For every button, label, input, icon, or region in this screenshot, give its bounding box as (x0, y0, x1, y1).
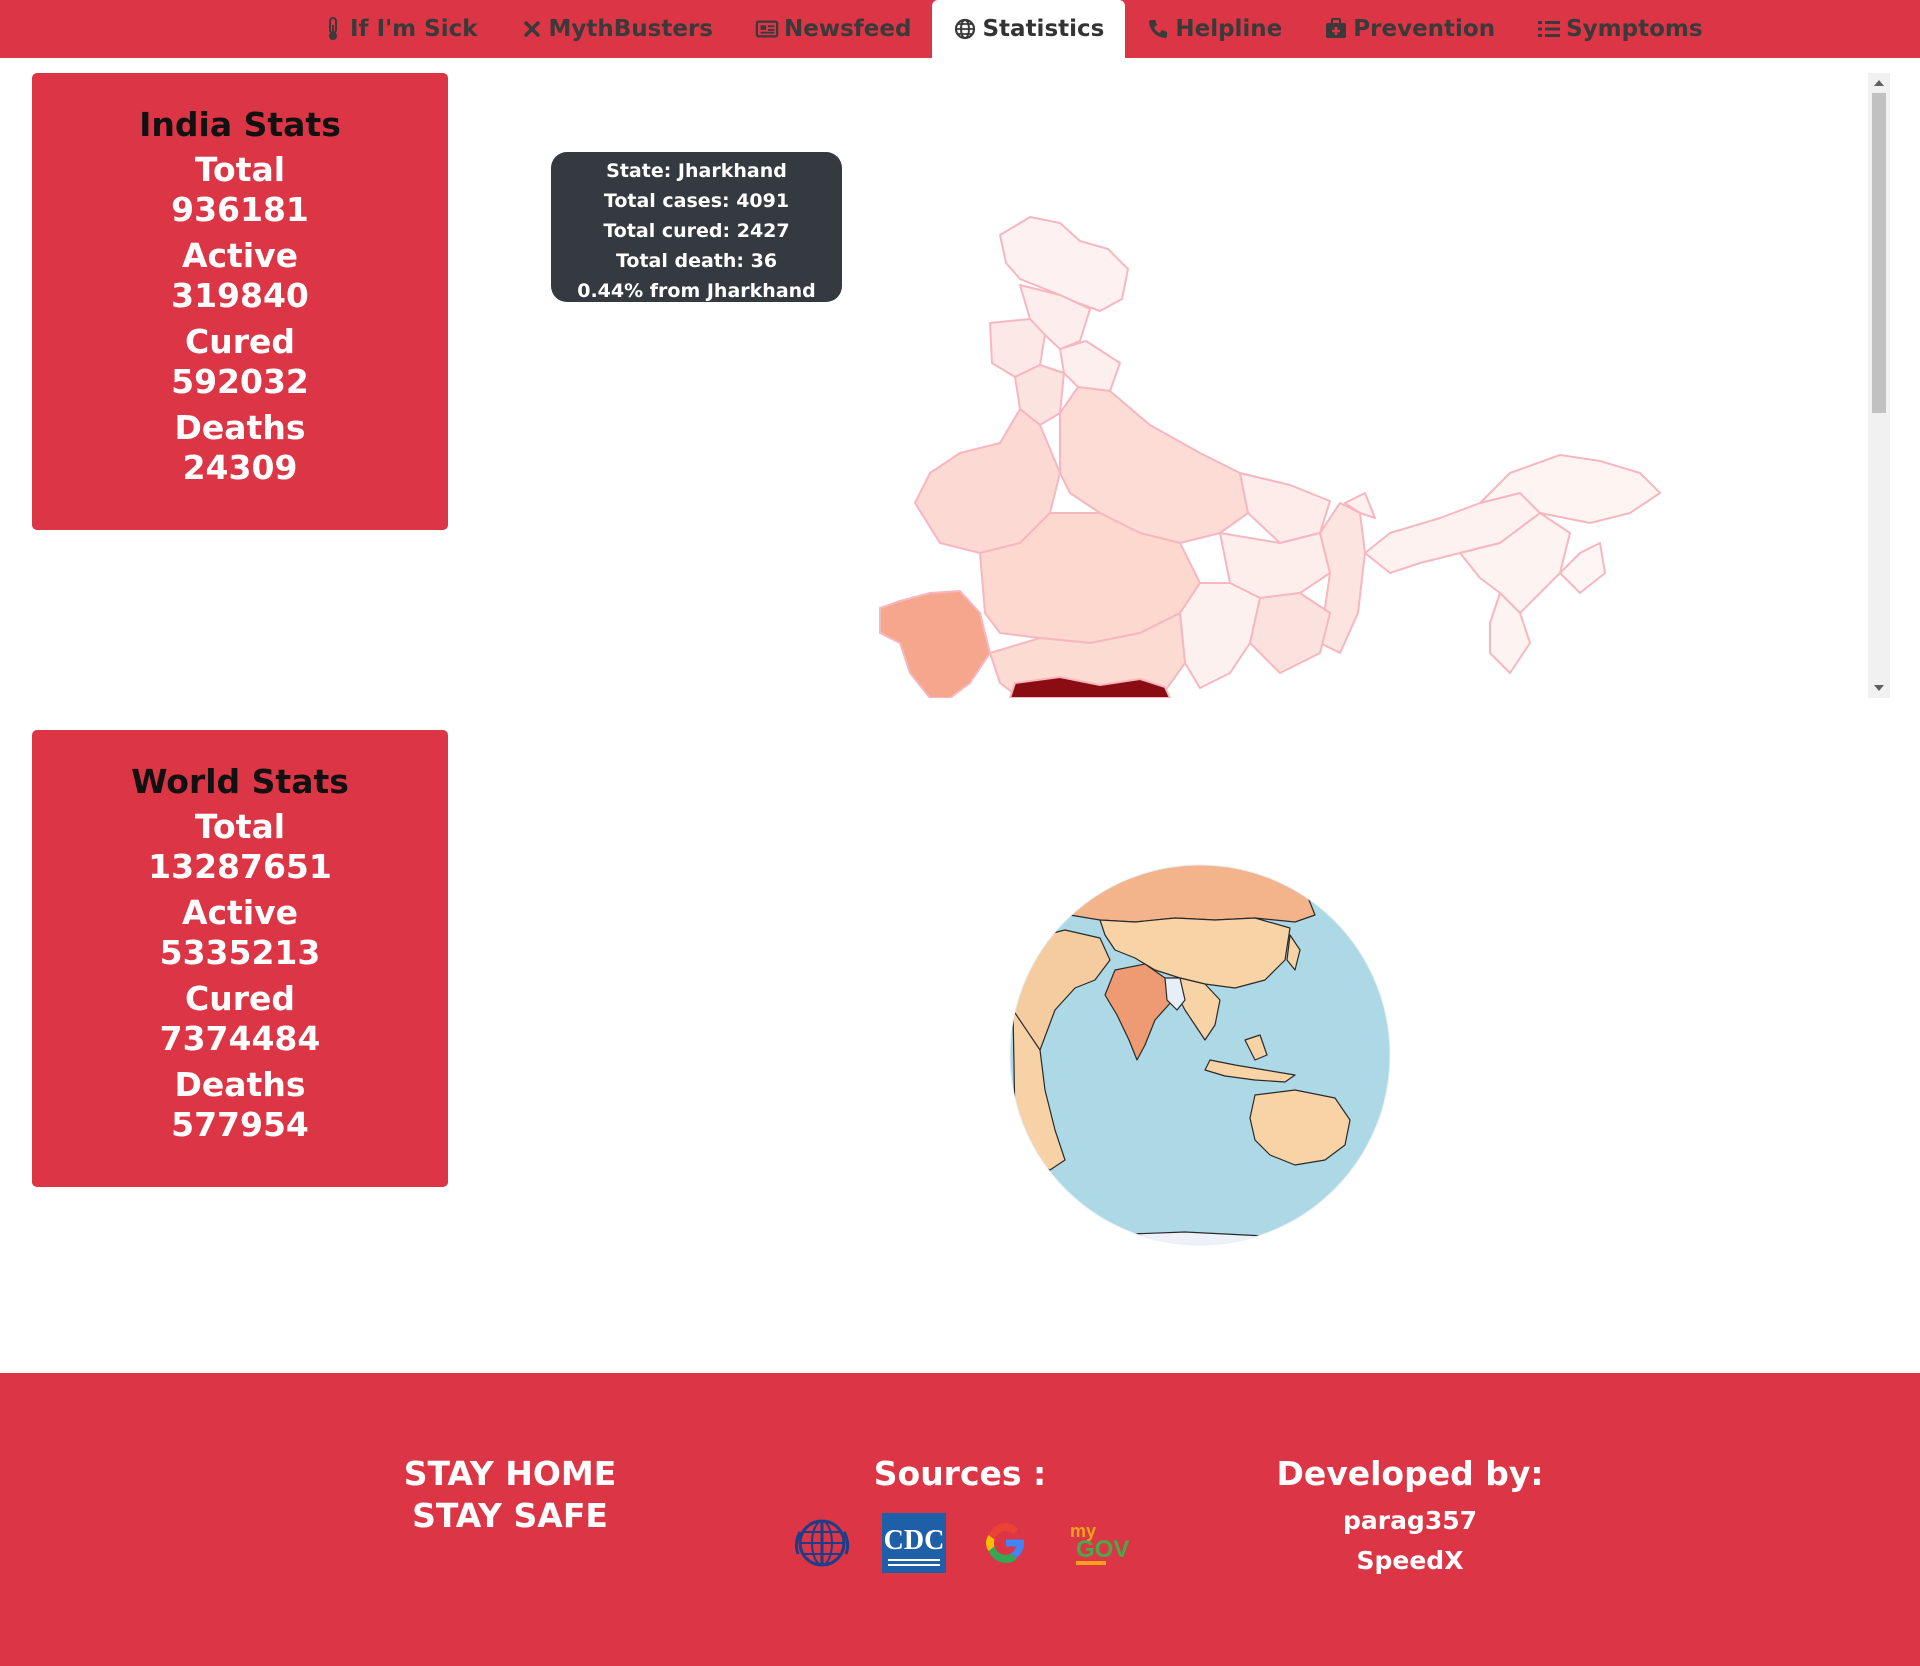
tab-newsfeed[interactable]: Newsfeed (734, 0, 932, 58)
tab-label: Newsfeed (784, 16, 912, 42)
tab-label: Statistics (982, 16, 1105, 42)
map-region[interactable] (1479, 454, 1661, 524)
tab-mythbusters[interactable]: MythBusters (499, 0, 734, 58)
footer: STAY HOME STAY SAFE Sources : CDC my GOV … (0, 1373, 1920, 1666)
world-stats-title: World Stats (131, 762, 349, 801)
cdc-logo-text: CDC (884, 1525, 945, 1556)
india-total-value: 936181 (171, 190, 309, 229)
tab-symptoms[interactable]: Symptoms (1516, 0, 1723, 58)
map-region-maharashtra[interactable] (1009, 676, 1171, 698)
world-total-label: Total (194, 807, 286, 846)
map-region[interactable] (1059, 340, 1121, 392)
india-map-panel[interactable]: State: Jharkhand Total cases: 4091 Total… (460, 73, 1890, 698)
sources-title: Sources : (873, 1454, 1047, 1493)
india-choropleth-map[interactable] (460, 73, 1890, 698)
scroll-down-arrow[interactable] (1874, 685, 1884, 691)
tooltip-death: Total death: 36 (615, 250, 778, 272)
google-logo[interactable] (974, 1511, 1038, 1575)
map-region[interactable] (914, 408, 1061, 554)
tooltip-cured: Total cured: 2427 (603, 220, 790, 242)
top-navbar: If I'm Sick MythBusters Newsfeed Statist… (0, 0, 1920, 58)
globe-region[interactable] (1204, 1059, 1296, 1083)
tab-if-im-sick[interactable]: If I'm Sick (300, 0, 499, 58)
globe-region[interactable] (1064, 864, 1316, 923)
nav-tabs: If I'm Sick MythBusters Newsfeed Statist… (300, 0, 1724, 58)
map-region[interactable] (1319, 502, 1366, 654)
world-globe-map[interactable] (1005, 860, 1395, 1250)
map-region[interactable] (1059, 386, 1249, 544)
developer-name[interactable]: SpeedX (1356, 1546, 1464, 1575)
footer-slogan: STAY HOME STAY SAFE (370, 1453, 650, 1537)
tooltip-share: 0.44% from Jharkhand (577, 280, 816, 302)
tooltip-cases: Total cases: 4091 (603, 190, 790, 212)
source-logos: CDC my GOV (780, 1511, 1140, 1575)
who-logo[interactable] (790, 1511, 854, 1575)
india-total-label: Total (194, 150, 286, 189)
map-region[interactable] (999, 216, 1129, 312)
medkit-icon (1324, 17, 1348, 41)
map-region[interactable] (989, 612, 1186, 698)
tab-helpline[interactable]: Helpline (1125, 0, 1303, 58)
tab-prevention[interactable]: Prevention (1303, 0, 1516, 58)
slogan-line-2: STAY SAFE (412, 1496, 608, 1535)
scroll-thumb[interactable] (1872, 93, 1886, 413)
map-region[interactable] (1344, 492, 1376, 519)
world-active-label: Active (181, 893, 299, 932)
globe-region[interactable] (1249, 1089, 1351, 1166)
tab-label: If I'm Sick (350, 16, 478, 42)
globe-region[interactable] (1164, 977, 1186, 1011)
india-cured-label: Cured (185, 322, 295, 361)
map-region[interactable] (1179, 582, 1261, 689)
cdc-logo[interactable]: CDC (882, 1511, 946, 1575)
globe-icon (953, 17, 977, 41)
india-stats-title: India Stats (139, 105, 341, 144)
times-icon (520, 17, 544, 41)
globe-region[interactable] (1286, 934, 1301, 971)
tab-label: MythBusters (548, 16, 714, 42)
footer-developed: Developed by: parag357 SpeedX (1260, 1453, 1560, 1581)
tooltip-state: State: Jharkhand (606, 160, 787, 182)
world-stats-card: World Stats Total 13287651 Active 533521… (32, 730, 448, 1187)
world-active-value: 5335213 (159, 933, 321, 972)
phone-icon (1146, 17, 1170, 41)
tab-label: Prevention (1353, 16, 1496, 42)
globe-region[interactable] (1104, 1231, 1306, 1250)
newspaper-icon (755, 17, 779, 41)
map-tooltip: State: Jharkhand Total cases: 4091 Total… (551, 152, 842, 302)
map-region[interactable] (1239, 472, 1331, 544)
mygov-logo-gov: GOV (1076, 1536, 1129, 1563)
developed-title: Developed by: (1276, 1454, 1544, 1493)
india-active-label: Active (181, 236, 299, 275)
world-deaths-value: 577954 (171, 1105, 309, 1144)
tab-label: Symptoms (1566, 16, 1703, 42)
world-total-value: 13287651 (148, 847, 332, 886)
world-cured-value: 7374484 (159, 1019, 321, 1058)
tab-statistics[interactable]: Statistics (932, 0, 1126, 58)
map-scrollbar[interactable] (1868, 73, 1890, 698)
globe-region[interactable] (1099, 917, 1291, 989)
tab-label: Helpline (1175, 16, 1283, 42)
slogan-line-1: STAY HOME (403, 1454, 617, 1493)
india-deaths-label: Deaths (174, 408, 306, 447)
india-stats-card: India Stats Total 936181 Active 319840 C… (32, 73, 448, 530)
map-region[interactable] (1559, 542, 1606, 594)
india-cured-value: 592032 (171, 362, 309, 401)
map-region[interactable] (879, 590, 991, 698)
mygov-logo[interactable]: my GOV (1066, 1511, 1130, 1575)
thermometer-icon (321, 17, 345, 41)
world-deaths-label: Deaths (174, 1065, 306, 1104)
map-region[interactable] (1489, 592, 1531, 674)
scroll-up-arrow[interactable] (1874, 80, 1884, 86)
india-active-value: 319840 (171, 276, 309, 315)
mygov-logo-my: my (1070, 1521, 1096, 1541)
list-icon (1537, 17, 1561, 41)
globe-region-india[interactable] (1104, 963, 1174, 1061)
world-cured-label: Cured (185, 979, 295, 1018)
map-region[interactable] (1249, 592, 1331, 674)
globe-region[interactable] (1244, 1034, 1268, 1061)
footer-sources: Sources : CDC my GOV (780, 1453, 1140, 1575)
developer-name[interactable]: parag357 (1342, 1506, 1478, 1535)
india-deaths-value: 24309 (182, 448, 298, 487)
map-region[interactable] (1459, 512, 1571, 614)
